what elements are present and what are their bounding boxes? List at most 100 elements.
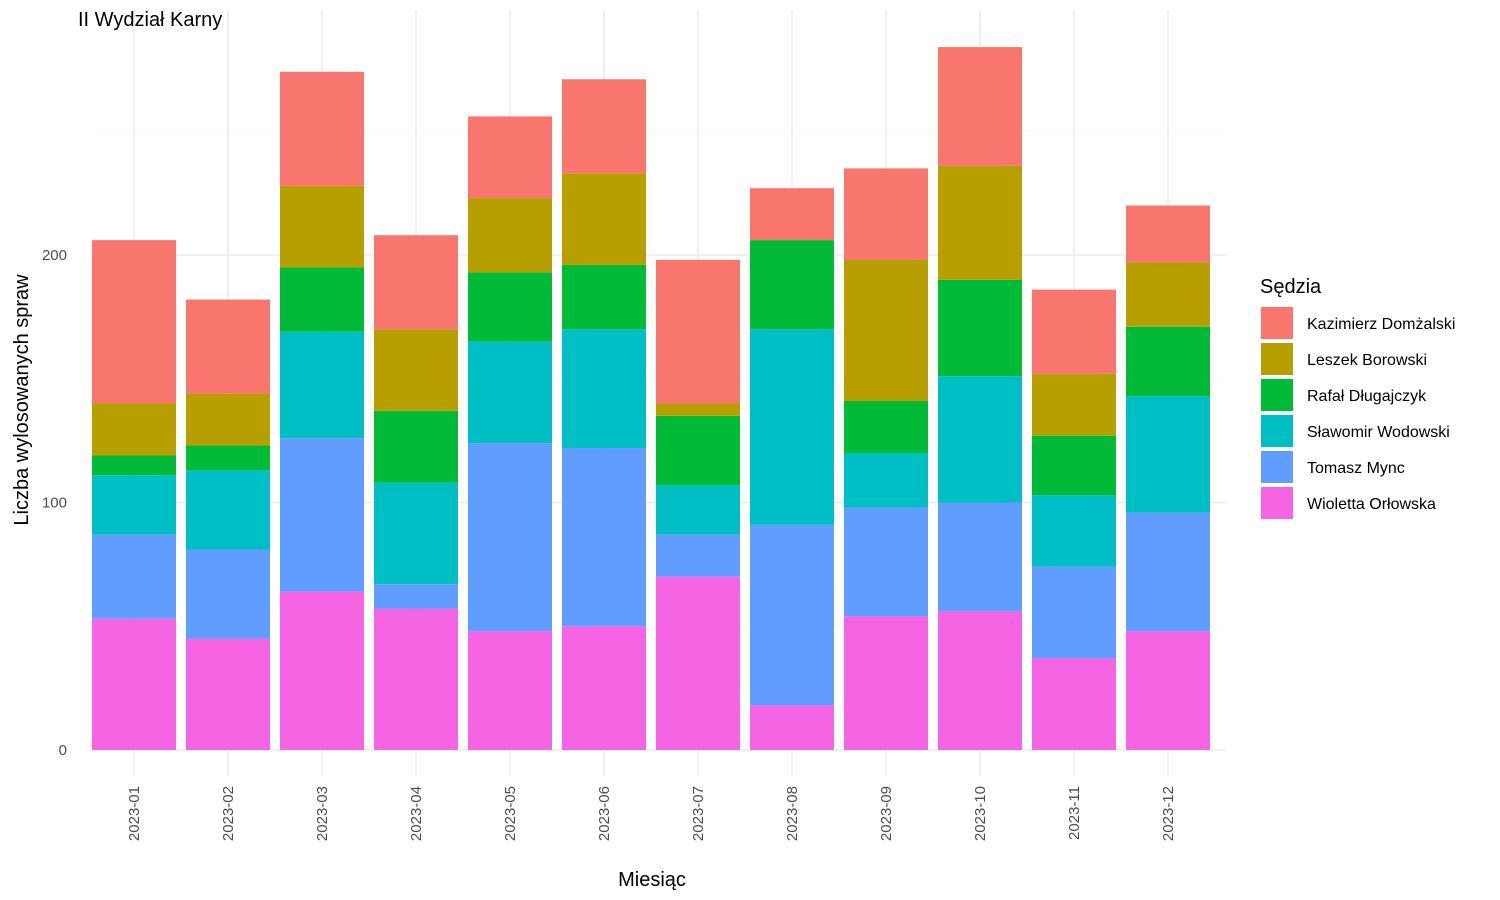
bar-stack-2023-05 <box>468 116 552 750</box>
legend-key <box>1261 307 1293 339</box>
bar-segment <box>92 618 176 750</box>
bar-segment <box>92 240 176 404</box>
bar-segment <box>468 443 552 632</box>
legend-key <box>1261 487 1293 519</box>
legend-key <box>1261 451 1293 483</box>
bar-segment <box>750 329 834 525</box>
bar-stack-2023-10 <box>938 47 1022 750</box>
bar-segment <box>374 482 458 585</box>
bar-segment <box>750 240 834 330</box>
bar-segment <box>1126 205 1210 263</box>
bar-segment <box>656 576 740 750</box>
bar-segment <box>562 79 646 174</box>
bar-segment <box>186 393 270 446</box>
legend-label: Kazimierz Domżalski <box>1307 316 1455 333</box>
legend-label: Tomasz Mync <box>1307 460 1405 477</box>
x-tick-label: 2023-09 <box>878 786 895 841</box>
bar-segment <box>280 438 364 592</box>
bar-segment <box>468 198 552 273</box>
bar-segment <box>280 591 364 750</box>
legend-label: Sławomir Wodowski <box>1307 424 1450 441</box>
bar-segment <box>1032 373 1116 436</box>
x-tick-label: 2023-11 <box>1066 786 1083 840</box>
bar-segment <box>280 71 364 186</box>
bar-segment <box>562 264 646 330</box>
bar-segment <box>374 584 458 609</box>
bar-stack-2023-03 <box>280 71 364 750</box>
legend-label: Leszek Borowski <box>1307 352 1427 369</box>
x-tick-label: 2023-10 <box>972 786 989 841</box>
bar-stack-2023-04 <box>374 235 458 750</box>
bar-segment <box>656 403 740 416</box>
bar-segment <box>750 705 834 750</box>
bar-segment <box>562 329 646 449</box>
bar-segment <box>938 165 1022 280</box>
bar-segment <box>1126 631 1210 750</box>
bar-segment <box>374 329 458 411</box>
x-tick-label: 2023-01 <box>126 786 143 841</box>
bar-segment <box>374 410 458 483</box>
bar-segment <box>374 235 458 330</box>
bar-segment <box>844 168 928 260</box>
x-axis-title: Miesiąc <box>618 869 686 891</box>
bar-segment <box>468 272 552 342</box>
bar-segment <box>468 116 552 199</box>
y-tick-label: 100 <box>42 495 67 512</box>
bar-segment <box>1126 326 1210 397</box>
x-tick-label: 2023-12 <box>1160 786 1177 841</box>
bar-segment <box>1032 495 1116 567</box>
bar-segment <box>750 524 834 706</box>
bar-segment <box>562 626 646 750</box>
bar-segment <box>562 173 646 265</box>
bar-segment <box>92 475 176 535</box>
legend-key <box>1261 379 1293 411</box>
chart-title: II Wydział Karny <box>78 9 222 31</box>
bar-segment <box>938 611 1022 750</box>
bar-segment <box>656 259 740 404</box>
x-tick-label: 2023-02 <box>220 786 237 841</box>
bar-segment <box>1126 396 1210 513</box>
bar-segment <box>1032 435 1116 496</box>
x-tick-label: 2023-08 <box>784 786 801 841</box>
bar-segment <box>280 331 364 439</box>
bar-segment <box>186 549 270 639</box>
bar-segment <box>938 279 1022 377</box>
legend-key <box>1261 415 1293 447</box>
bar-segment <box>656 485 740 535</box>
bar-segment <box>750 188 834 241</box>
bar-segment <box>844 616 928 750</box>
bar-segment <box>656 534 740 577</box>
bar-segment <box>186 470 270 550</box>
bar-segment <box>92 455 176 476</box>
bar-segment <box>1032 658 1116 750</box>
bar-segment <box>938 502 1022 612</box>
bar-segment <box>92 534 176 619</box>
x-tick-label: 2023-05 <box>502 786 519 841</box>
bar-segment <box>562 448 646 627</box>
bar-segment <box>280 185 364 268</box>
bar-segment <box>280 267 364 332</box>
bars <box>92 47 1210 750</box>
bar-segment <box>468 631 552 750</box>
y-tick-label: 200 <box>42 247 67 264</box>
x-tick-label: 2023-03 <box>314 786 331 841</box>
bar-segment <box>468 341 552 444</box>
bar-segment <box>844 453 928 508</box>
bar-stack-2023-09 <box>844 168 928 750</box>
bar-stack-2023-08 <box>750 188 834 750</box>
bar-segment <box>844 507 928 617</box>
legend-label: Wioletta Orłowska <box>1307 496 1436 513</box>
legend-key <box>1261 343 1293 375</box>
y-tick-label: 0 <box>59 742 67 759</box>
bar-segment <box>1032 566 1116 659</box>
x-axis-ticks: 2023-01 2023-02 2023-03 2023-04 2023-05 2023-… <box>126 786 1177 841</box>
bar-segment <box>1126 262 1210 327</box>
bar-segment <box>844 401 928 453</box>
bar-stack-2023-12 <box>1126 205 1210 750</box>
x-tick-label: 2023-07 <box>690 786 707 841</box>
x-tick-label: 2023-06 <box>596 786 613 841</box>
bar-segment <box>1032 289 1116 374</box>
legend-title: Sędzia <box>1260 276 1322 298</box>
bar-segment <box>92 403 176 456</box>
